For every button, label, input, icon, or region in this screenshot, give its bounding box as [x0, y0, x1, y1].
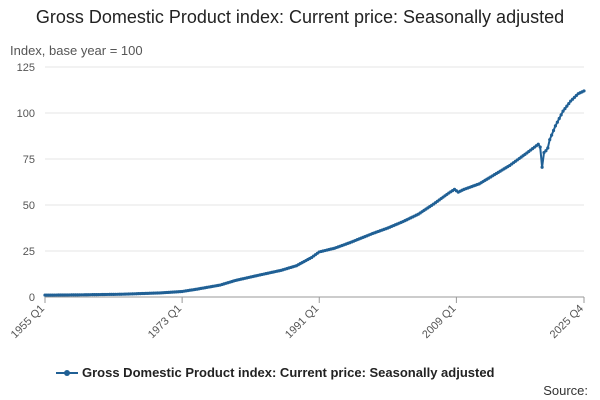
data-point	[546, 146, 550, 150]
legend[interactable]: Gross Domestic Product index: Current pr…	[56, 365, 495, 380]
y-tick-label: 75	[23, 154, 35, 166]
x-tick-label: 2025 Q4	[548, 303, 586, 341]
x-tick-label: 1973 Q1	[146, 303, 184, 341]
y-tick-label: 125	[17, 62, 35, 74]
y-tick-label: 50	[23, 200, 35, 212]
data-point	[538, 145, 542, 149]
data-point	[563, 107, 567, 111]
data-point	[548, 138, 552, 142]
data-point	[557, 116, 561, 121]
data-point	[555, 120, 559, 124]
y-tick-label: 100	[17, 108, 35, 120]
x-tick-label: 1955 Q1	[9, 303, 47, 341]
series-line	[44, 90, 585, 297]
data-point	[536, 142, 540, 146]
x-tick-label: 2009 Q1	[420, 303, 458, 341]
chart-title: Gross Domestic Product index: Current pr…	[35, 7, 565, 27]
data-point	[567, 101, 571, 106]
data-point	[553, 124, 558, 128]
y-axis-label: Index, base year = 100	[10, 43, 143, 58]
data-point	[544, 149, 548, 153]
data-point	[561, 109, 565, 113]
data-point	[540, 165, 544, 169]
data-point	[565, 104, 569, 108]
y-tick-label: 25	[23, 246, 35, 258]
data-point	[551, 128, 556, 133]
data-point	[582, 89, 586, 93]
source-label: Source:	[543, 383, 588, 398]
y-tick-label: 0	[29, 292, 35, 304]
x-tick-label: 1991 Q1	[283, 303, 321, 341]
data-point	[559, 113, 563, 117]
legend-line-marker	[56, 368, 78, 378]
data-point	[550, 133, 554, 137]
legend-label: Gross Domestic Product index: Current pr…	[82, 365, 495, 380]
